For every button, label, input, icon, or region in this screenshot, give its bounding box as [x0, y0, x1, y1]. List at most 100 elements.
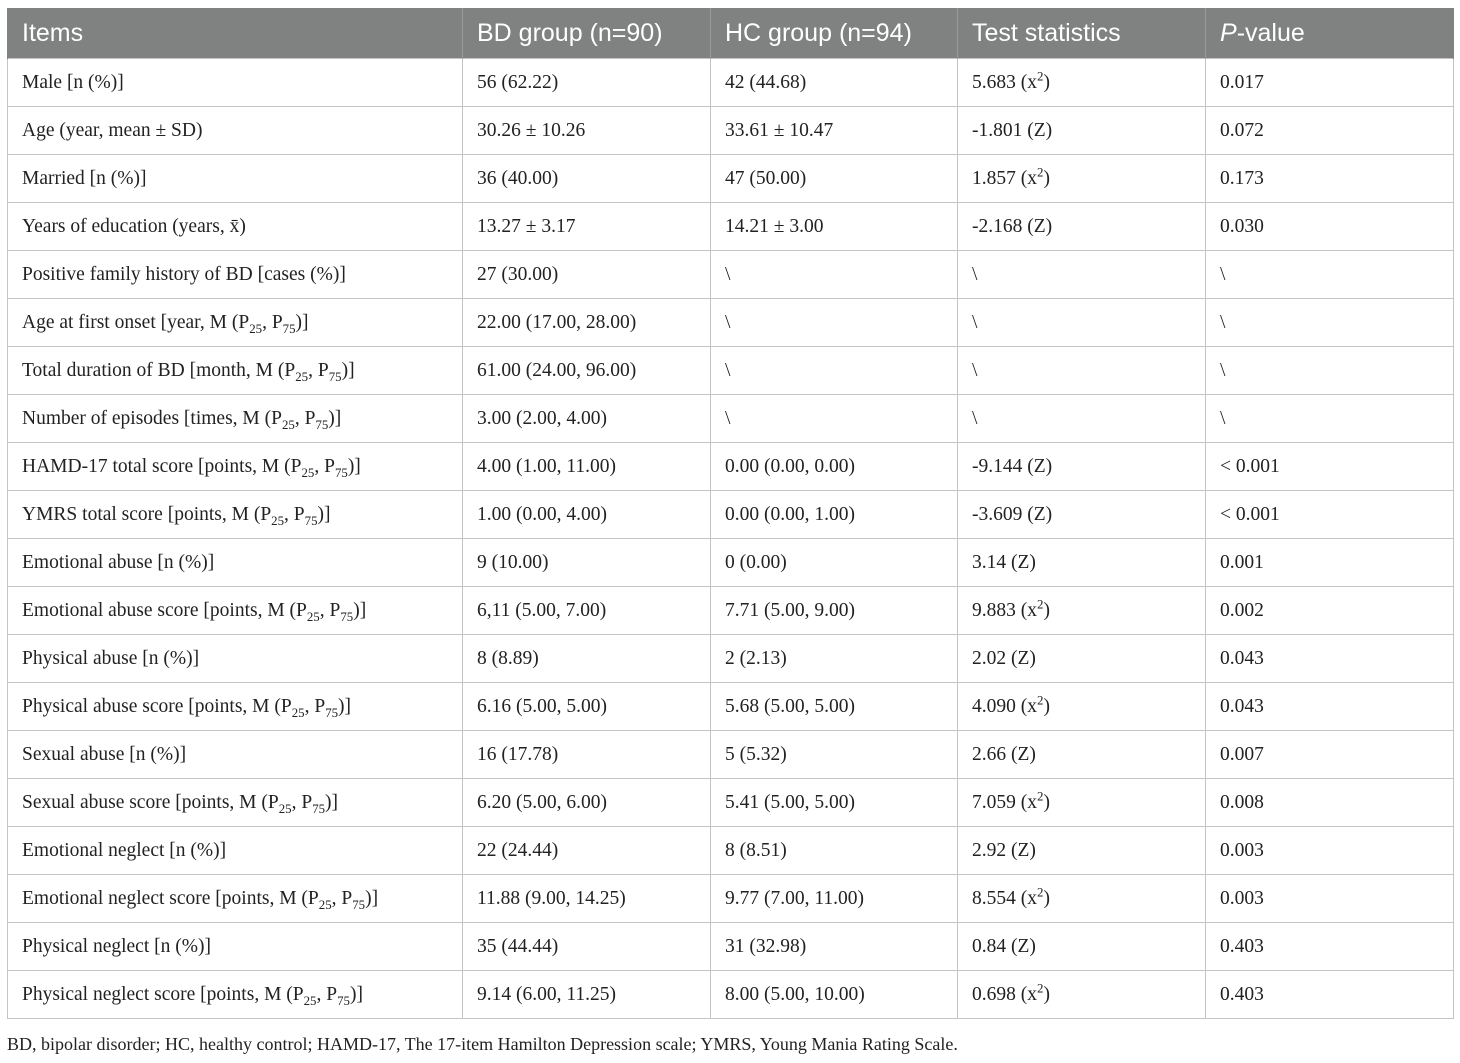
bd-group-cell: 16 (17.78) [462, 730, 711, 779]
item-cell: Physical abuse [n (%)] [7, 634, 463, 683]
text-part: Emotional neglect score [points, M (P [22, 887, 319, 909]
text-part: -1.801 (Z) [972, 119, 1053, 141]
table-row: Emotional abuse score [points, M (P25, P… [7, 586, 1454, 635]
text-part: 2.02 (Z) [972, 647, 1036, 669]
p-value-cell: 0.008 [1205, 778, 1454, 827]
item-cell: Positive family history of BD [cases (%)… [7, 250, 463, 299]
text-part: Male [n (%)] [22, 71, 124, 93]
hc-group-cell: 47 (50.00) [710, 154, 958, 203]
text-part: Sexual abuse [n (%)] [22, 743, 187, 765]
p-value-cell: 0.001 [1205, 538, 1454, 587]
p-value-cell: 0.030 [1205, 202, 1454, 251]
item-cell: Emotional neglect score [points, M (P25,… [7, 874, 463, 923]
table-row: Emotional abuse [n (%)] 9 (10.00) 0 (0.00)… [7, 538, 1454, 587]
table-row: Male [n (%)] 56 (62.22) 42 (44.68) 5.683 (x… [7, 58, 1454, 107]
text-part: ) [1043, 791, 1050, 813]
text-part: \ [972, 311, 978, 333]
bd-group-cell: 11.88 (9.00, 14.25) [462, 874, 711, 923]
item-cell: Emotional abuse score [points, M (P25, P… [7, 586, 463, 635]
text-part: Physical neglect score [points, M (P [22, 983, 304, 1005]
item-cell: Total duration of BD [month, M (P25, P75… [7, 346, 463, 395]
text-part: ) [1043, 887, 1050, 909]
table-row: Number of episodes [times, M (P25, P75)]… [7, 394, 1454, 443]
subscript: 25 [318, 897, 332, 912]
item-cell: Male [n (%)] [7, 58, 463, 107]
hc-group-cell: 14.21 ± 3.00 [710, 202, 958, 251]
text-part: Total duration of BD [month, M (P [22, 359, 296, 381]
subscript: 25 [295, 369, 309, 384]
p-value-cell: < 0.001 [1205, 490, 1454, 539]
text-part: 4.090 (x [972, 695, 1037, 717]
text-part: )] [328, 407, 342, 429]
hc-group-cell: \ [710, 346, 958, 395]
p-value-cell: \ [1205, 394, 1454, 443]
data-table: Items BD group (n=90) HC group (n=94) Te… [7, 8, 1454, 1019]
table-row: Married [n (%)] 36 (40.00) 47 (50.00) 1.857… [7, 154, 1454, 203]
test-statistic-cell: 4.090 (x2) [957, 682, 1206, 731]
p-value-cell: 0.002 [1205, 586, 1454, 635]
header-row: Items BD group (n=90) HC group (n=94) Te… [7, 8, 1454, 59]
text-part: , P [331, 887, 353, 909]
text-part: )] [347, 455, 361, 477]
text-part: 1.857 (x [972, 167, 1037, 189]
text-part: , P [319, 599, 341, 621]
text-part: Physical neglect [n (%)] [22, 935, 211, 957]
header-hc-group: HC group (n=94) [710, 8, 958, 59]
hc-group-cell: 33.61 ± 10.47 [710, 106, 958, 155]
text-part: ) [1043, 71, 1050, 93]
subscript: 25 [278, 801, 292, 816]
text-part: )] [341, 359, 355, 381]
p-value-cell: \ [1205, 298, 1454, 347]
text-part: , P [294, 407, 316, 429]
hc-group-cell: 8 (8.51) [710, 826, 958, 875]
subscript: 75 [312, 801, 326, 816]
subscript: 75 [334, 465, 348, 480]
subscript: 25 [249, 321, 263, 336]
subscript: 75 [340, 609, 354, 624]
table-row: Positive family history of BD [cases (%)… [7, 250, 1454, 299]
bd-group-cell: 9 (10.00) [462, 538, 711, 587]
test-statistic-cell: 0.84 (Z) [957, 922, 1206, 971]
header-p-value: P-value [1205, 8, 1454, 59]
table-container: Items BD group (n=90) HC group (n=94) Te… [7, 8, 1454, 1019]
text-part: , P [308, 359, 329, 381]
header-p-suffix: -value [1236, 18, 1305, 47]
item-cell: Age at first onset [year, M (P25, P75)] [7, 298, 463, 347]
hc-group-cell: 0 (0.00) [710, 538, 958, 587]
text-part: Age at first onset [year, M (P [22, 311, 250, 333]
test-statistic-cell: \ [957, 394, 1206, 443]
bd-group-cell: 30.26 ± 10.26 [462, 106, 711, 155]
header-bd-group: BD group (n=90) [462, 8, 711, 59]
p-value-cell: 0.007 [1205, 730, 1454, 779]
item-cell: YMRS total score [points, M (P25, P75)] [7, 490, 463, 539]
header-p-letter: P [1220, 18, 1237, 47]
subscript: 75 [304, 513, 318, 528]
bd-group-cell: 8 (8.89) [462, 634, 711, 683]
p-value-cell: \ [1205, 250, 1454, 299]
bd-group-cell: 4.00 (1.00, 11.00) [462, 442, 711, 491]
subscript: 75 [328, 369, 342, 384]
bd-group-cell: 22 (24.44) [462, 826, 711, 875]
text-part: 2.66 (Z) [972, 743, 1036, 765]
item-cell: Married [n (%)] [7, 154, 463, 203]
text-part: , P [262, 311, 283, 333]
text-part: )] [338, 695, 352, 717]
item-cell: Number of episodes [times, M (P25, P75)] [7, 394, 463, 443]
superscript: 2 [1037, 885, 1044, 899]
table-row: HAMD-17 total score [points, M (P25, P75… [7, 442, 1454, 491]
subscript: 25 [291, 705, 305, 720]
text-part: Physical abuse [n (%)] [22, 647, 200, 669]
text-part: )] [349, 983, 363, 1005]
subscript: 75 [352, 897, 366, 912]
text-part: \ [972, 359, 978, 381]
subscript: 25 [281, 417, 295, 432]
text-part: Positive family history of BD [cases (%)… [22, 263, 346, 285]
header-test-statistics: Test statistics [957, 8, 1206, 59]
test-statistic-cell: -2.168 (Z) [957, 202, 1206, 251]
bd-group-cell: 6.20 (5.00, 6.00) [462, 778, 711, 827]
test-statistic-cell: 7.059 (x2) [957, 778, 1206, 827]
p-value-cell: 0.003 [1205, 874, 1454, 923]
text-part: 0.84 (Z) [972, 935, 1036, 957]
text-part: Married [n (%)] [22, 167, 147, 189]
text-part: ) [1043, 599, 1050, 621]
